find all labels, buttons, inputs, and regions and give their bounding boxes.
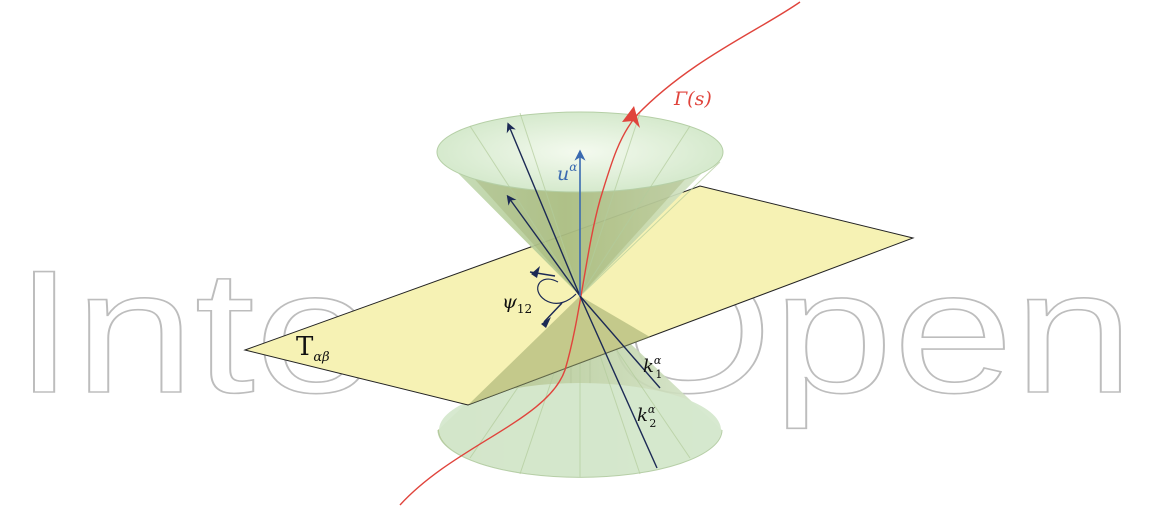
vector-k2-label: k [637,405,648,426]
vector-k1 [579,295,661,389]
svg-text:ψ12: ψ12 [502,291,532,316]
svg-text:Tαβ: Tαβ [296,332,330,365]
vector-k2 [579,295,658,469]
vector-k2-sup: α [648,403,656,416]
observer-label-sup: α [569,160,577,174]
plane-label-sub: αβ [313,350,329,365]
plane-label: T [296,332,314,362]
curve-label: Γ(s) [673,88,712,110]
angle-arrow-down [541,317,551,328]
svg-text:uα: uα [557,160,577,185]
observer-label: u [557,163,569,185]
angle-label: ψ [502,291,518,313]
angle-arrow-up [531,266,540,278]
angle-label-sub: 12 [517,302,532,316]
vector-k2-sub: 2 [649,417,656,430]
svg-text:kα1: kα 1 [643,354,662,381]
svg-text:kα2: kα 2 [637,403,656,430]
null-vectors [506,122,661,469]
vector-k1-sub: 1 [655,368,662,381]
vector-k1-up [506,122,581,297]
vector-k1-label: k [643,356,654,377]
worldline-arrow [622,106,640,128]
vector-k1-sup: α [654,354,662,367]
vector-k2-up [506,194,581,297]
worldline-curve [399,1,801,506]
